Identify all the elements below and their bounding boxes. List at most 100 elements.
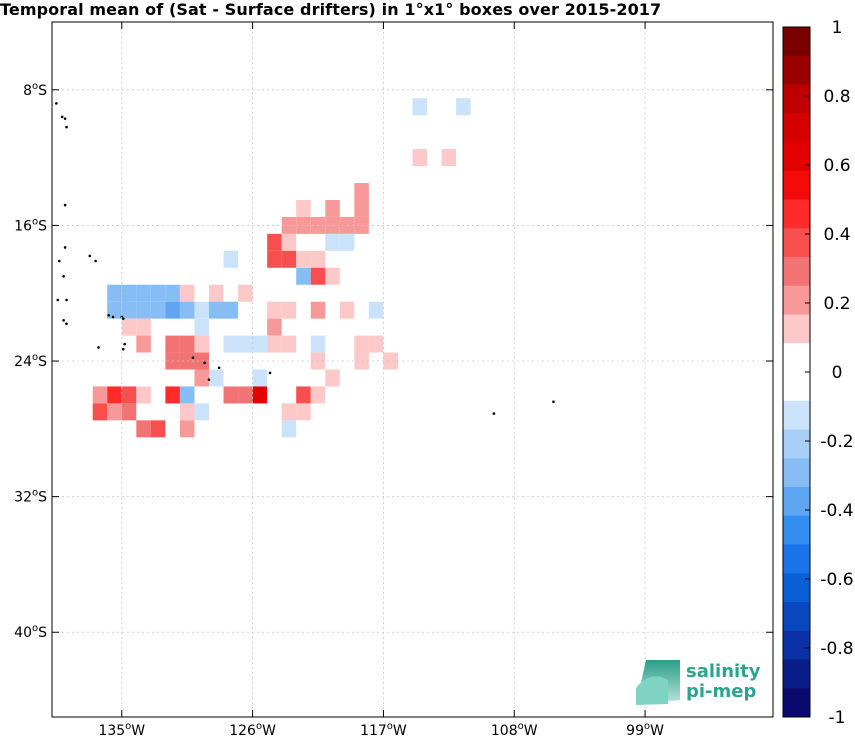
colorbar-segment <box>783 55 810 85</box>
colorbar-tick-label: 0.6 <box>823 156 850 176</box>
colorbar-tick-label: 0.2 <box>823 294 850 314</box>
grid-cell <box>238 386 253 404</box>
logo-line-salinity: salinity <box>686 661 761 682</box>
x-tick-label: 135oW <box>98 721 145 739</box>
grid-cell <box>223 386 239 404</box>
grid-cell <box>354 183 369 200</box>
grid-cell <box>107 386 122 404</box>
pimep-logo: salinity pi-mep <box>636 660 761 705</box>
colorbar-segment <box>783 199 810 229</box>
grid-cell <box>368 301 384 319</box>
grid-cell <box>208 301 224 319</box>
land-islands <box>55 102 555 415</box>
colorbar-segment <box>783 400 810 430</box>
grid-cell <box>179 301 195 319</box>
colorbar-segment <box>783 84 810 114</box>
x-tick-label: 126oW <box>229 721 276 739</box>
colorbar-segment <box>783 573 810 603</box>
grid-cell <box>121 284 137 302</box>
grid-cell <box>383 352 398 370</box>
logo-line-pimep: pi-mep <box>686 681 756 702</box>
grid-cell <box>150 301 166 319</box>
y-tick-label: 32oS <box>14 488 47 506</box>
grid-cell <box>325 233 340 251</box>
grid-cell <box>412 149 428 167</box>
island-dot <box>120 315 124 319</box>
grid-cell <box>310 335 326 353</box>
grid-cell <box>92 386 108 404</box>
colorbar-segment <box>783 257 810 287</box>
island-dot <box>62 319 65 322</box>
grid-cell <box>136 284 151 302</box>
island-dot <box>62 274 65 278</box>
island-dot <box>217 366 221 370</box>
island-dot <box>111 315 115 319</box>
grid-cell <box>281 301 297 319</box>
grid-cell <box>252 369 268 387</box>
grid-cell <box>354 199 369 217</box>
island-dot <box>63 203 67 207</box>
grid-cell <box>179 403 195 421</box>
grid-cell <box>121 403 137 421</box>
colorbar: 1 0.8 0.6 0.4 0.2 0 -0.2 -0.4 -0.6 -0.8 -1 <box>782 18 854 728</box>
grid-cell <box>456 98 471 116</box>
grid-cell <box>238 284 253 302</box>
grid-cell <box>267 301 282 319</box>
grid-cell <box>179 335 195 353</box>
grid-cell <box>296 386 311 404</box>
grid-cell <box>310 386 326 404</box>
grid-cell <box>267 335 282 353</box>
island-dot <box>60 115 64 119</box>
grid-cell <box>296 267 311 285</box>
grid-cell <box>136 386 151 404</box>
island-dot <box>88 254 92 258</box>
grid-cell <box>325 199 340 217</box>
grid-cell <box>354 335 369 353</box>
island-dot <box>203 361 206 365</box>
colorbar-segment <box>783 688 810 718</box>
grid-cell <box>150 420 166 438</box>
colorbar-segment <box>783 228 810 258</box>
x-tick-label: 117oW <box>360 721 407 739</box>
grid-cell <box>281 335 297 353</box>
grid-cell <box>238 335 253 353</box>
grid-cell <box>107 284 122 302</box>
grid-cell <box>179 420 195 438</box>
grid-cell <box>179 386 195 404</box>
grid-cell <box>208 369 224 387</box>
colorbar-tick-label: 1 <box>832 18 843 38</box>
colorbar-segment <box>783 659 810 689</box>
grid-cell <box>441 149 457 167</box>
grid-cell <box>121 386 137 404</box>
colorbar-segment <box>783 27 810 57</box>
grid-cell <box>92 403 108 421</box>
grid-cell <box>267 250 282 268</box>
colorbar-tick-label: -0.4 <box>820 501 853 521</box>
colorbar-segment <box>783 343 810 373</box>
colorbar-segment <box>783 544 810 574</box>
grid-cell <box>165 335 180 353</box>
colorbar-tick-label: 0 <box>832 363 843 383</box>
island-dot <box>207 378 211 381</box>
grid-cell <box>296 250 311 268</box>
island-dot <box>121 317 125 320</box>
grid-cell <box>179 284 195 302</box>
island-dot <box>268 371 272 375</box>
colorbar-segment <box>783 458 810 488</box>
grid-cell <box>281 250 297 268</box>
grid-cell <box>281 420 297 438</box>
x-tick-label: 108oW <box>491 721 538 739</box>
grid-cell <box>165 301 180 319</box>
y-tick-label: 16oS <box>14 216 47 234</box>
island-dot <box>56 298 60 302</box>
colorbar-segment <box>783 515 810 545</box>
grid-cell <box>136 420 151 438</box>
grid-cell <box>310 267 326 285</box>
island-dot <box>492 412 496 415</box>
colorbar-segment <box>783 372 810 402</box>
grid-cell <box>121 318 137 336</box>
grid-cell <box>194 403 209 421</box>
colorbar-tick-label: 0.8 <box>823 87 850 107</box>
grid-cell <box>194 335 209 353</box>
grid-cell <box>310 250 326 268</box>
